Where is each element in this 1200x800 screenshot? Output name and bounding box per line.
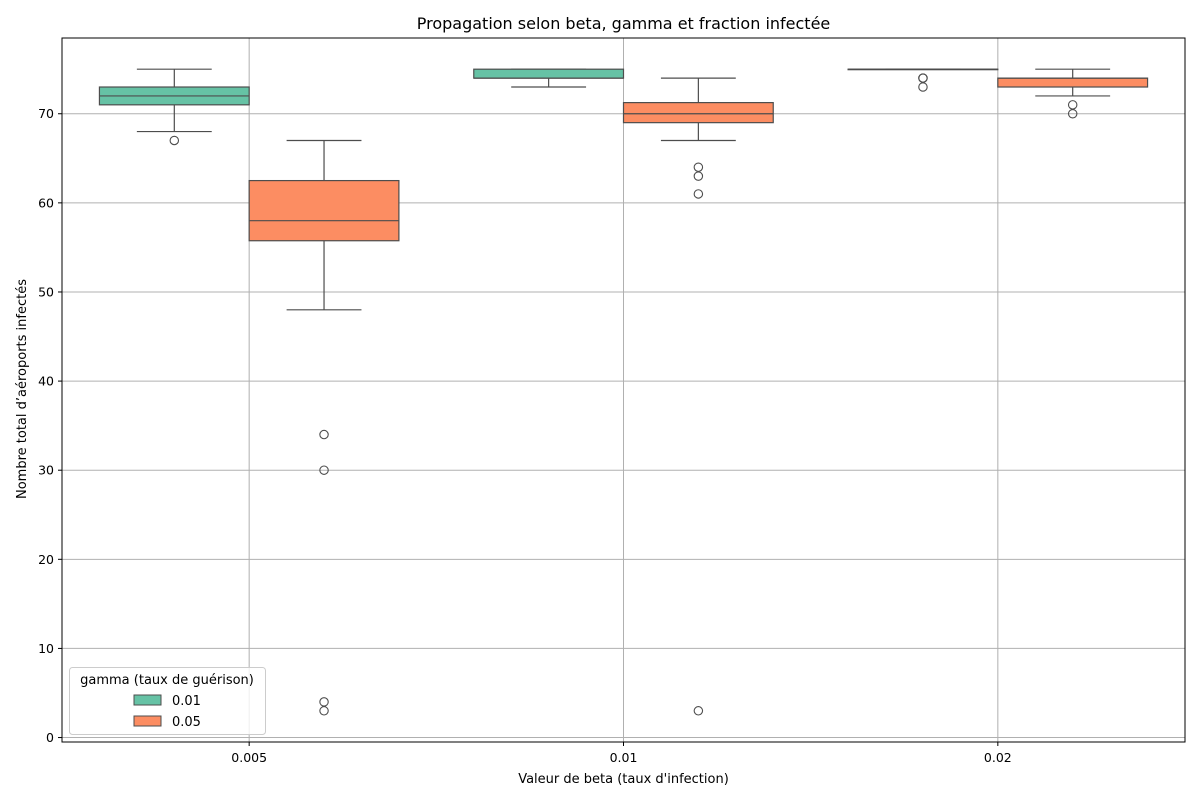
x-tick-label: 0.005 [231,750,267,765]
legend-frame [69,667,266,735]
y-tick-label: 40 [38,374,54,389]
box-iqr [248,179,400,242]
y-tick-label: 10 [38,641,54,656]
y-tick-label: 20 [38,552,54,567]
y-tick-label: 70 [38,106,54,121]
legend-title: gamma (taux de guérison) [80,673,254,688]
x-tick-label: 0.02 [984,750,1012,765]
x-axis-label: Valeur de beta (taux d'infection) [518,772,729,787]
box-iqr [622,102,774,124]
outlier-point [693,171,704,181]
outlier-point [693,706,704,716]
outlier-point [1067,108,1078,119]
x-tick-label: 0.01 [610,750,638,765]
axes-ticks: 0 10 20 30 40 50 60 70 0.005 0.01 0.02 [38,106,1012,765]
grid [62,38,1185,742]
y-tick-label: 30 [38,463,54,478]
legend-swatch-0.05 [133,715,162,727]
box-iqr [473,68,625,79]
box-0.05-0.01 [622,77,774,716]
plot-area [98,68,1149,716]
box-0.05-0.02 [997,68,1149,119]
outlier-point [169,135,180,146]
box-iqr [997,77,1149,88]
outlier-point [693,189,704,199]
legend-label-0.01: 0.01 [172,694,201,709]
y-tick-label: 50 [38,284,54,299]
outlier-point [319,429,329,440]
legend: gamma (taux de guérison) 0.01 0.05 [69,667,266,735]
box-0.05-0.005 [248,139,400,716]
outlier-point [319,465,329,475]
y-tick-label: 60 [38,195,54,210]
outlier-point [918,82,928,92]
outlier-point [319,706,329,716]
y-tick-label: 0 [46,730,54,745]
box-0.01-0.005 [98,68,250,146]
chart-title: Propagation selon beta, gamma et fractio… [417,14,831,33]
legend-swatch-0.01 [133,694,162,706]
box-0.01-0.01 [473,68,625,88]
y-axis-label: Nombre total d’aéroports infectés [15,279,30,499]
box-0.01-0.02 [847,68,999,92]
legend-label-0.05: 0.05 [172,715,201,730]
